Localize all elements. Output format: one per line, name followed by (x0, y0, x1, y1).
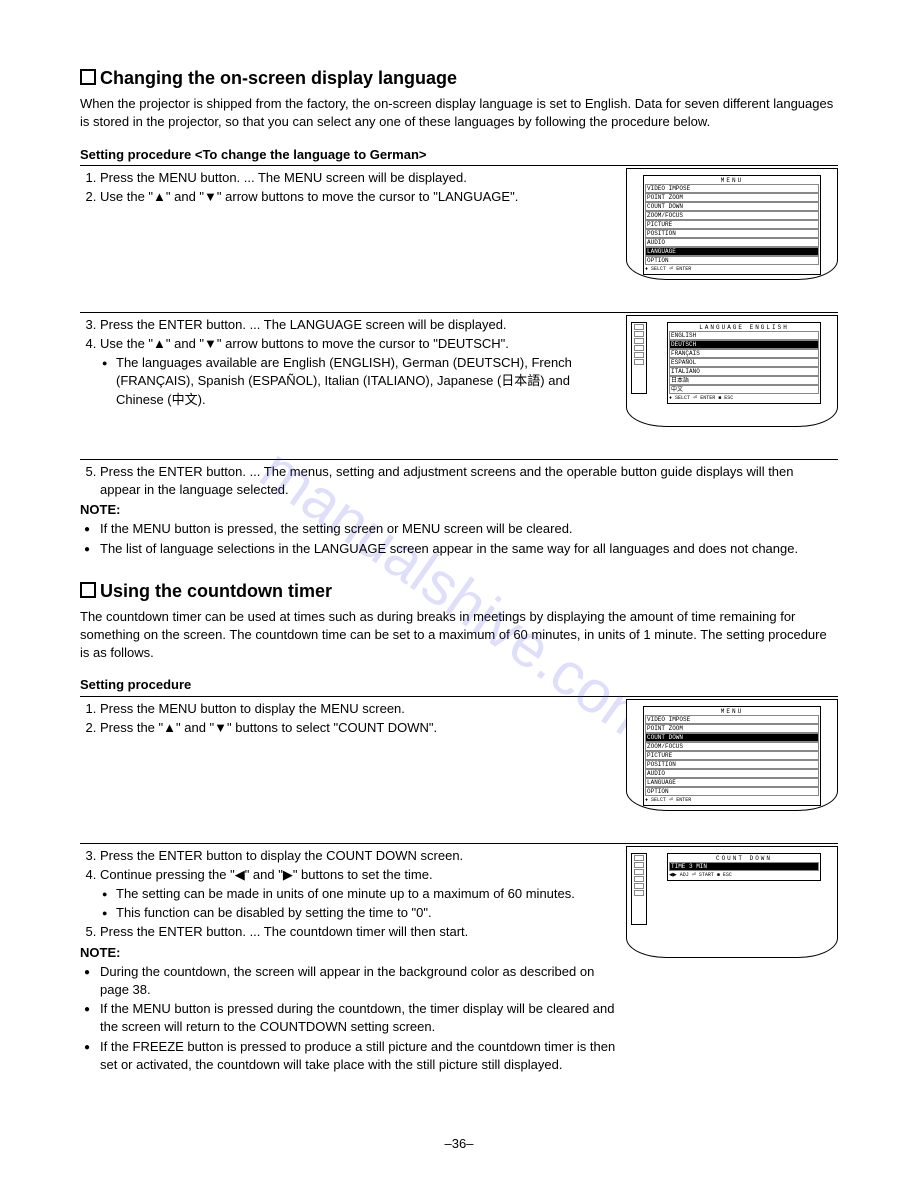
note-item: If the FREEZE button is pressed to produ… (100, 1038, 616, 1074)
section1-block-c: Press the ENTER button. ... The menus, s… (80, 459, 838, 559)
language-screen-diagram: LANGUAGE ENGLISHENGLISHDEUTSCHFRANÇAISES… (626, 315, 838, 427)
countdown-screen-diagram: COUNT DOWNTIME 3 MIN◀▶ ADJ ⏎ START ■ ESC (626, 846, 838, 958)
note-item: If the MENU button is pressed during the… (100, 1000, 616, 1036)
sub-bullet: The setting can be made in units of one … (116, 885, 616, 903)
section2-heading: Using the countdown timer (80, 579, 838, 604)
step: Press the ENTER button. ... The LANGUAGE… (100, 316, 616, 334)
section1-intro: When the projector is shipped from the f… (80, 95, 838, 131)
step: Press the ENTER button to display the CO… (100, 847, 616, 865)
heading-box-icon (80, 69, 96, 85)
note-label: NOTE: (80, 501, 828, 519)
section2-subhead: Setting procedure (80, 676, 838, 696)
section2-block-a: Press the MENU button to display the MEN… (80, 699, 838, 811)
step: Press the "▲" and "▼" buttons to select … (100, 719, 616, 737)
note-item: The list of language selections in the L… (100, 540, 828, 558)
step: Press the MENU button to display the MEN… (100, 700, 616, 718)
step: Press the MENU button. ... The MENU scre… (100, 169, 616, 187)
section1-block-b: Press the ENTER button. ... The LANGUAGE… (80, 312, 838, 427)
section2-block-b: Press the ENTER button to display the CO… (80, 843, 838, 1075)
section1-subhead: Setting procedure <To change the languag… (80, 146, 838, 166)
page-number: –36– (80, 1135, 838, 1153)
note-item: If the MENU button is pressed, the setti… (100, 520, 828, 538)
step: Use the "▲" and "▼" arrow buttons to mov… (100, 188, 616, 206)
remote-icon (631, 853, 647, 925)
sub-bullet: The languages available are English (ENG… (116, 354, 616, 409)
sub-bullet: This function can be disabled by setting… (116, 904, 616, 922)
section2-intro: The countdown timer can be used at times… (80, 608, 838, 663)
section1-heading: Changing the on-screen display language (80, 66, 838, 91)
section1-block-a: Press the MENU button. ... The MENU scre… (80, 168, 838, 280)
step: Use the "▲" and "▼" arrow buttons to mov… (100, 335, 616, 353)
step: Press the ENTER button. ... The countdow… (100, 923, 616, 941)
section2-title: Using the countdown timer (100, 581, 332, 601)
step: Continue pressing the "◀" and "▶" button… (100, 866, 616, 884)
menu-screen-diagram: MENUVIDEO IMPOSEPOINT ZOOMCOUNT DOWNZOOM… (626, 699, 838, 811)
menu-screen-diagram: MENUVIDEO IMPOSEPOINT ZOOMCOUNT DOWNZOOM… (626, 168, 838, 280)
note-label: NOTE: (80, 944, 616, 962)
note-item: During the countdown, the screen will ap… (100, 963, 616, 999)
heading-box-icon (80, 582, 96, 598)
remote-icon (631, 322, 647, 394)
step: Press the ENTER button. ... The menus, s… (100, 463, 828, 499)
section1-title: Changing the on-screen display language (100, 68, 457, 88)
